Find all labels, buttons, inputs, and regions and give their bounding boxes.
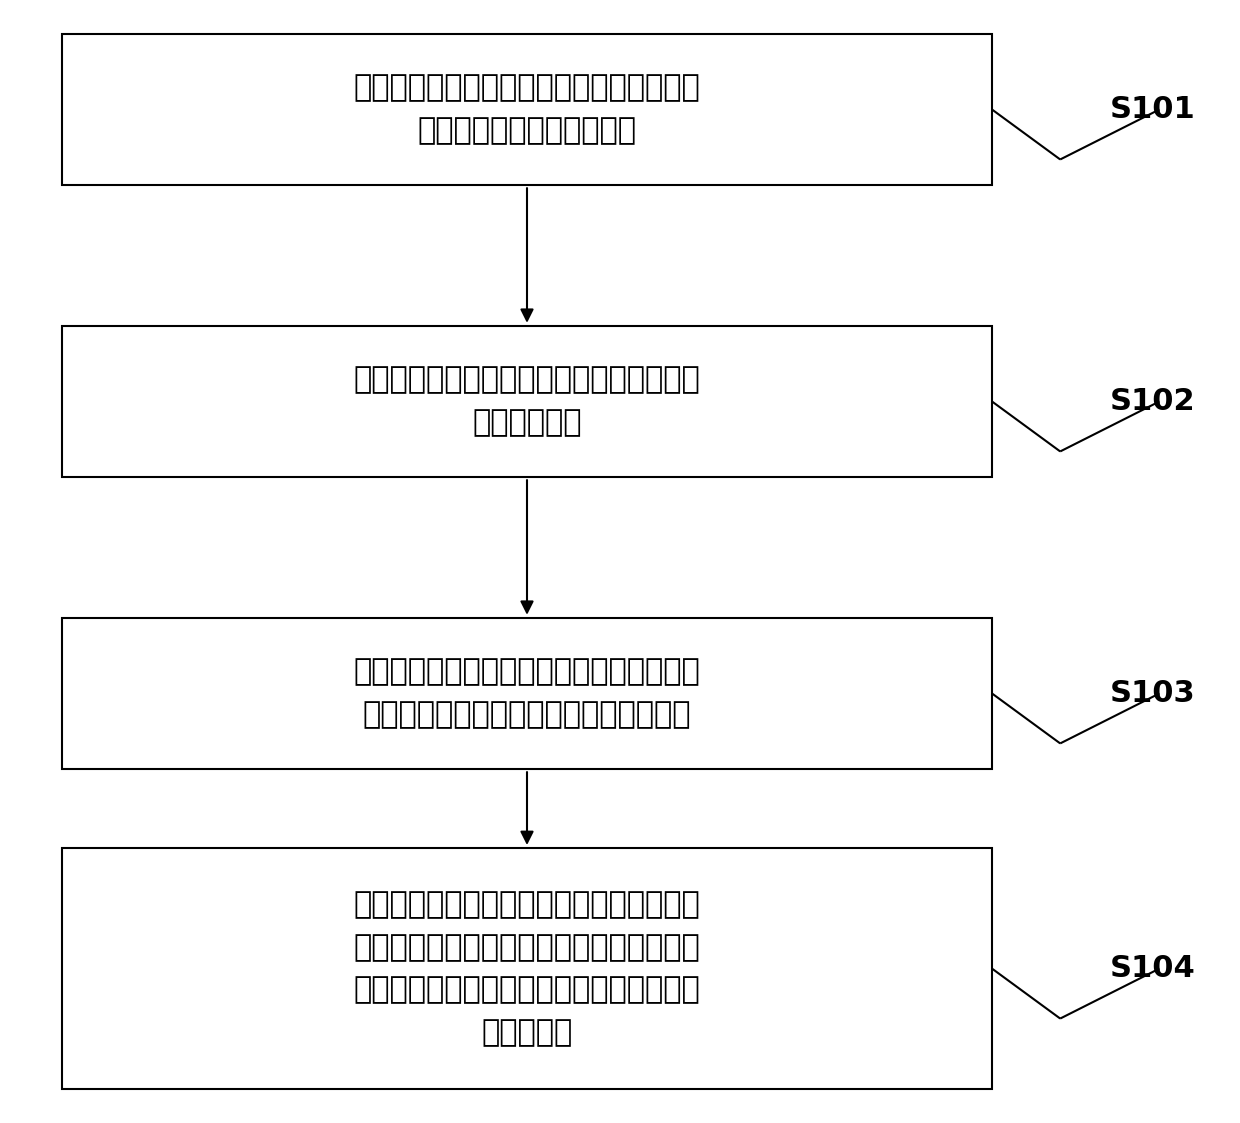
FancyBboxPatch shape [62,848,992,1089]
Text: 根据原始压力数据计算压力导数，得到实时
压力导数数据: 根据原始压力数据计算压力导数，得到实时 压力导数数据 [353,366,701,437]
Text: S102: S102 [1110,387,1195,416]
Text: S104: S104 [1110,955,1195,983]
FancyBboxPatch shape [62,326,992,477]
FancyBboxPatch shape [62,34,992,185]
Text: 分析原始压力数据以及实时压力导数数据，
确定溢流发生的时刻以及溢流发生的位置: 分析原始压力数据以及实时压力导数数据， 确定溢流发生的时刻以及溢流发生的位置 [353,658,701,729]
Text: 结合溢流发生的时刻、溢流发生的位置、井
筒出口以及入口的体积流量数据计算累计溢
流体积，根据累计溢流体积判断是否需要发
出溢流预警: 结合溢流发生的时刻、溢流发生的位置、井 筒出口以及入口的体积流量数据计算累计溢 … [353,889,701,1048]
Text: 采集井筒上不同位置的压力值，获得各个压
力采集位置的原始压力数据: 采集井筒上不同位置的压力值，获得各个压 力采集位置的原始压力数据 [353,74,701,145]
Text: S101: S101 [1110,95,1195,124]
FancyBboxPatch shape [62,618,992,769]
Text: S103: S103 [1110,679,1195,707]
